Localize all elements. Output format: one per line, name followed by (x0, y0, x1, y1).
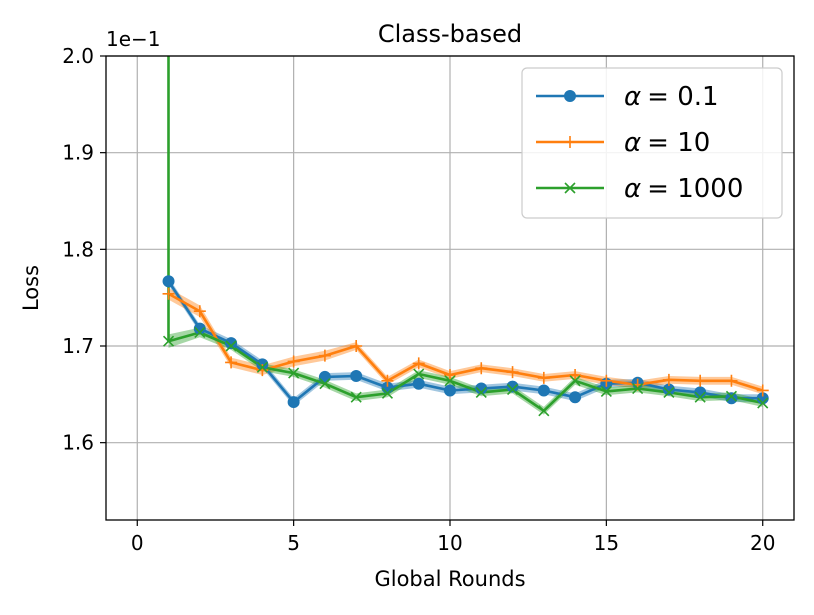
confidence-band (168, 288, 763, 395)
legend-label: α = 1000 (624, 174, 743, 204)
data-point-marker (318, 370, 331, 383)
data-point-marker (287, 355, 300, 368)
data-point-marker (506, 383, 519, 396)
data-point-marker (756, 384, 769, 397)
y-tick-label: 1.7 (62, 334, 94, 358)
data-point-marker (564, 90, 576, 102)
data-point-marker (287, 396, 300, 409)
data-point-marker (725, 390, 738, 402)
y-tick-label: 1.8 (62, 237, 94, 261)
x-tick-label: 20 (750, 531, 775, 555)
confidence-band (168, 327, 763, 415)
axis-ticks: 0 5 10 15 20 1.6 1.7 1.8 1.9 2.0 (62, 44, 775, 555)
x-tick-label: 10 (437, 531, 462, 555)
data-point-marker (288, 367, 300, 379)
data-point-marker (694, 391, 706, 403)
data-point-marker (538, 405, 550, 417)
data-point-marker (225, 340, 237, 352)
data-point-marker (194, 326, 206, 339)
data-point-marker (506, 380, 519, 393)
data-point-marker (663, 386, 675, 398)
data-point-marker (600, 385, 612, 397)
data-point-marker (412, 357, 425, 370)
data-point-marker (444, 369, 456, 381)
y-offset-label: 1e−1 (106, 27, 161, 51)
data-point-marker (475, 382, 488, 395)
legend: α = 0.1α = 10α = 1000 (521, 67, 783, 219)
data-point-marker (381, 374, 394, 387)
y-axis-label: Loss (19, 265, 43, 311)
data-point-marker (350, 391, 362, 403)
data-point-marker (537, 384, 550, 397)
data-point-marker (569, 375, 581, 387)
y-tick-label: 1.6 (62, 431, 94, 455)
data-point-marker (569, 391, 582, 404)
data-point-marker (475, 362, 488, 375)
data-point-marker (319, 378, 331, 390)
x-tick-label: 5 (287, 531, 300, 555)
data-point-marker (506, 366, 519, 379)
legend-symbol: α (624, 174, 641, 204)
data-point-marker (412, 377, 425, 390)
data-point-marker (694, 374, 707, 387)
data-point-marker (444, 375, 456, 387)
data-point-marker (350, 369, 363, 382)
data-point-marker (444, 384, 456, 397)
data-point-marker (193, 305, 206, 318)
y-tick-label: 2.0 (62, 44, 94, 68)
series-markers (162, 275, 769, 417)
x-tick-label: 15 (594, 531, 619, 555)
chart-title: Class-based (378, 20, 522, 48)
data-point-marker (318, 349, 331, 362)
legend-value: = 1000 (647, 174, 743, 204)
data-point-marker (564, 182, 576, 194)
data-point-marker (537, 371, 550, 384)
data-point-marker (193, 322, 206, 335)
data-point-marker (162, 287, 175, 300)
legend-box (521, 67, 783, 219)
series-line (167, 292, 764, 392)
data-point-marker (256, 361, 268, 373)
data-point-marker (600, 374, 613, 387)
legend-symbol: α (624, 82, 641, 112)
y-tick-label: 1.9 (62, 141, 94, 165)
data-point-marker (475, 386, 487, 398)
data-point-marker (413, 368, 425, 380)
legend-value: = 10 (647, 128, 710, 158)
data-point-marker (725, 392, 738, 405)
data-point-marker (569, 369, 582, 381)
data-point-marker (662, 373, 675, 386)
data-point-marker (725, 374, 738, 387)
data-point-marker (162, 275, 175, 288)
x-axis-label: Global Rounds (374, 567, 525, 591)
x-tick-label: 0 (131, 531, 144, 555)
data-point-marker (381, 387, 394, 399)
data-point-marker (350, 340, 363, 352)
data-point-marker (225, 356, 238, 369)
legend-label: α = 10 (624, 128, 710, 158)
data-point-marker (564, 136, 576, 148)
data-point-marker (632, 382, 644, 395)
data-point-marker (757, 397, 769, 409)
legend-value: = 0.1 (647, 82, 718, 112)
data-point-marker (162, 335, 175, 347)
data-point-marker (225, 337, 238, 350)
legend-symbol: α (624, 128, 641, 158)
legend-label: α = 0.1 (624, 82, 719, 112)
